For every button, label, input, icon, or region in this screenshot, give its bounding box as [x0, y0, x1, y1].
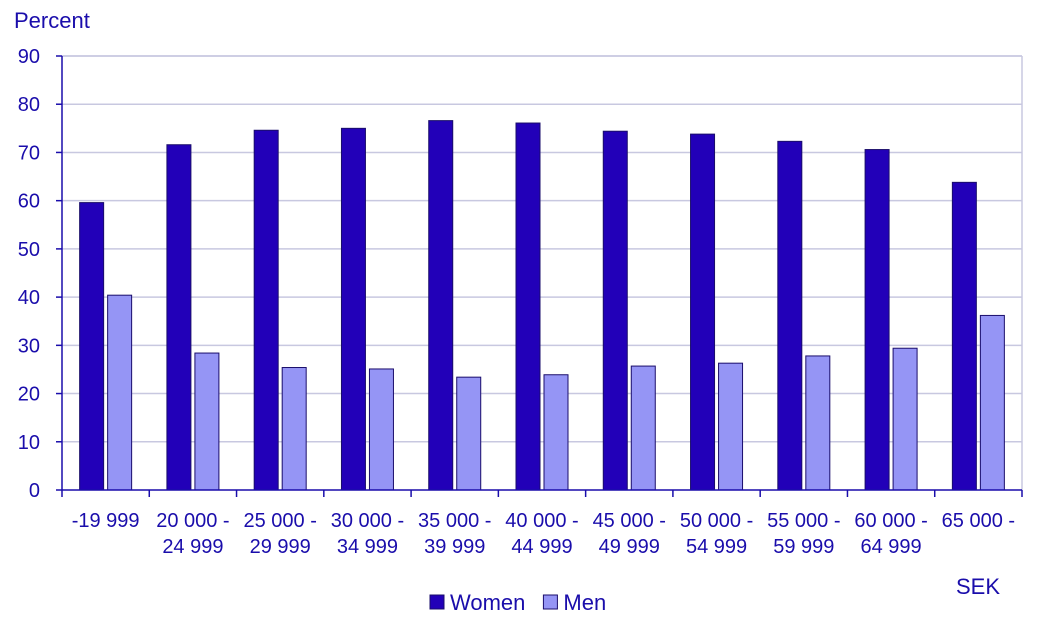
- bar-women: [340, 127, 366, 491]
- x-tick-label: 55 000 -: [767, 510, 840, 532]
- y-tick-label: 60: [18, 191, 40, 213]
- x-tick-labels: -19 999 20 000 - 24 999 25 000 - 29 999 30 00…: [72, 510, 1015, 558]
- x-tick-label: 60 000 -: [854, 510, 927, 532]
- x-tick-label: 20 000 -: [156, 510, 229, 532]
- bar-men: [979, 314, 1005, 491]
- y-tick-label: 80: [18, 94, 40, 116]
- bar-men: [892, 347, 918, 491]
- bar-women: [166, 144, 192, 491]
- bar-women: [951, 181, 977, 491]
- y-tick-label: 0: [29, 480, 40, 502]
- y-tick-label: 90: [18, 46, 40, 68]
- bar-men: [718, 362, 744, 491]
- bar-women: [428, 120, 454, 491]
- legend-label-men: Men: [563, 590, 606, 615]
- x-tick-label: 34 999: [337, 536, 398, 558]
- y-axis-label: Percent: [14, 8, 90, 33]
- x-tick-label: 25 000 -: [243, 510, 316, 532]
- bar-men: [543, 374, 569, 491]
- x-tick-label: 39 999: [424, 536, 485, 558]
- x-tick-label: 50 000 -: [680, 510, 753, 532]
- bar-men: [194, 352, 220, 491]
- bars: [79, 120, 1005, 491]
- legend-label-women: Women: [450, 590, 525, 615]
- x-tick-label: -19 999: [72, 510, 140, 532]
- x-tick-label: 54 999: [686, 536, 747, 558]
- x-tick-label: 24 999: [162, 536, 223, 558]
- legend-swatch-men: [542, 594, 558, 610]
- x-tick-label: 64 999: [861, 536, 922, 558]
- bar-women: [777, 140, 803, 491]
- bar-men: [630, 365, 656, 491]
- y-tick-label: 40: [18, 287, 40, 309]
- y-tick-label: 10: [18, 432, 40, 454]
- bar-men: [456, 376, 482, 491]
- bar-women: [253, 129, 279, 491]
- bar-women: [79, 202, 105, 491]
- y-tick-label: 20: [18, 384, 40, 406]
- bar-men: [368, 368, 394, 491]
- bar-women: [602, 130, 628, 491]
- bar-men: [281, 367, 307, 491]
- x-tick-label: 30 000 -: [331, 510, 404, 532]
- bar-women: [690, 133, 716, 491]
- y-tick-labels: 0 10 20 30 40 50 60 70 80 90: [18, 46, 40, 502]
- bar-women: [864, 149, 890, 491]
- bar-women: [515, 122, 541, 491]
- x-tick-label: 45 000 -: [593, 510, 666, 532]
- x-tick-label: 35 000 -: [418, 510, 491, 532]
- x-tick-label: 65 000 -: [942, 510, 1015, 532]
- x-tick-label: 44 999: [511, 536, 572, 558]
- y-tick-label: 50: [18, 239, 40, 261]
- x-tick-label: 29 999: [250, 536, 311, 558]
- y-tick-label: 30: [18, 335, 40, 357]
- gridlines: [62, 55, 1023, 490]
- x-tick-label: 40 000 -: [505, 510, 578, 532]
- x-tick-label: 49 999: [599, 536, 660, 558]
- y-tick-label: 70: [18, 142, 40, 164]
- legend: Women Men: [429, 590, 606, 615]
- legend-swatch-women: [429, 594, 445, 610]
- axes: [56, 55, 1023, 497]
- bar-men: [805, 355, 831, 491]
- x-axis-unit-label: SEK: [956, 574, 1000, 599]
- x-tick-label: 59 999: [773, 536, 834, 558]
- bar-men: [107, 294, 133, 491]
